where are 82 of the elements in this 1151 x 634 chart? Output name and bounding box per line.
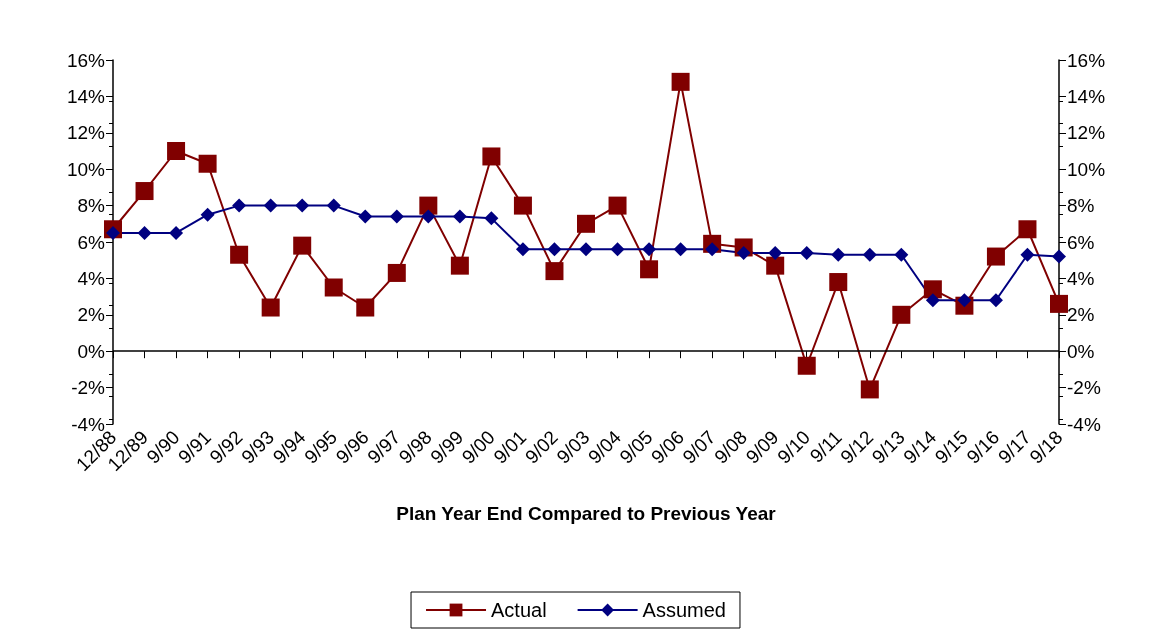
point [293,236,312,255]
y-tick-label: 12% [66,122,106,144]
point [799,245,814,260]
point [200,207,215,222]
point [513,196,532,215]
y2-tick-label: 0% [1067,340,1095,362]
point [642,242,657,257]
x-axis-title: Plan Year End Compared to Previous Year [396,503,777,524]
point [988,293,1003,308]
point [671,72,690,91]
y-tick-label: 16% [66,49,106,71]
point [892,305,911,324]
point [1018,220,1037,239]
point [545,262,564,281]
point [705,242,720,257]
y-tick-label: 4% [77,267,106,289]
point [925,293,940,308]
point [894,247,909,262]
point [923,280,942,299]
y2-tick-label: 16% [1067,49,1106,71]
y2-tick-label: -2% [1067,377,1101,399]
point [421,209,436,224]
y2-tick-label: 6% [1067,231,1095,253]
y-tick-label: 6% [77,231,106,253]
point [389,209,404,224]
point [135,182,154,201]
point [484,211,499,226]
point [1052,249,1066,264]
y-tick-label: 14% [66,85,106,107]
y2-tick-label: -4% [1067,413,1101,435]
point [860,380,879,399]
point [232,198,247,213]
point [957,293,972,308]
point [515,242,530,257]
y2-tick-label: 14% [1067,85,1106,107]
point [167,142,186,160]
point [986,247,1005,266]
point [482,147,501,166]
point [198,154,217,173]
legend-label: Assumed [642,599,726,621]
y2-tick-label: 4% [1067,267,1095,289]
point [450,256,469,275]
point [640,260,659,279]
point [106,225,120,240]
point [387,263,406,282]
point [324,278,343,297]
y2-tick-label: 2% [1067,304,1095,326]
point [736,245,751,260]
point [452,209,467,224]
point [419,196,438,215]
point [261,298,280,317]
point [579,242,593,257]
point [295,198,310,213]
point [230,245,249,264]
y-tick-label: 8% [77,195,106,217]
point [673,242,688,257]
legend-label: Actual [491,599,547,621]
point [1050,294,1068,313]
y-tick-label: 10% [66,158,106,180]
point [608,196,627,215]
y2-tick-label: 8% [1067,195,1095,217]
point [862,247,877,262]
point [831,247,846,262]
point [766,256,785,275]
point [797,356,816,375]
y2-tick-label: 12% [1067,122,1106,144]
y-tick-label: 0% [77,340,106,362]
point [356,298,375,317]
point [358,209,373,224]
y-tick-label: 2% [77,304,106,326]
point [547,242,562,257]
point [577,214,595,233]
point [1020,247,1035,262]
point [326,198,341,213]
point [610,242,625,257]
point [263,198,278,213]
point [829,273,848,292]
point [169,225,184,240]
point [768,245,783,260]
y-tick-label: -2% [71,377,106,399]
y2-tick-label: 10% [1067,158,1106,180]
point [137,225,152,240]
